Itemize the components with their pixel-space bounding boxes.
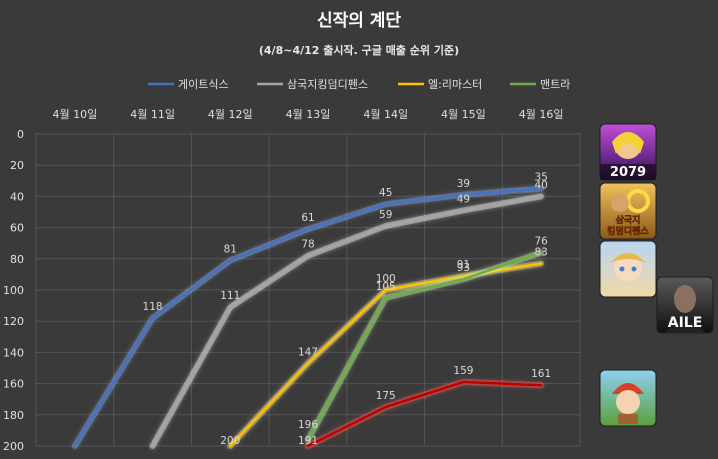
icon-text: 2079 [610, 165, 646, 180]
data-label: 81 [224, 243, 237, 255]
icon-text: AILE [668, 315, 703, 331]
chart-subtitle: (4/8~4/12 출시작. 구글 매출 순위 기준) [259, 43, 459, 57]
data-label: 191 [298, 435, 318, 447]
data-label: 200 [220, 435, 240, 447]
y-tick-label: 80 [10, 253, 24, 266]
y-tick-label: 100 [3, 284, 24, 297]
data-label: 175 [376, 390, 396, 402]
series-line [306, 380, 543, 448]
data-label: 118 [143, 301, 163, 313]
data-label: 93 [457, 262, 470, 274]
data-label: 196 [298, 419, 318, 431]
data-label: 40 [534, 179, 547, 191]
y-tick-label: 60 [10, 222, 24, 235]
gatesix-app-icon: 2079 [599, 123, 657, 181]
legend-label: 맨트라 [540, 78, 570, 91]
data-label: 59 [379, 209, 392, 221]
data-label: 161 [531, 368, 551, 380]
x-tick-label: 4월 14일 [363, 107, 408, 121]
legend: 게이트식스 삼국지킹덤디펜스 엘:리마스터 맨트라 [148, 78, 570, 91]
x-tick-label: 4월 11일 [130, 107, 175, 121]
grid-lines [35, 133, 581, 447]
chart-title: 신작의 계단 [317, 11, 401, 31]
icon-text: 삼국지 [616, 214, 641, 226]
y-tick-label: 40 [10, 190, 24, 203]
data-label: 39 [457, 178, 470, 190]
y-tick-label: 160 [3, 378, 24, 391]
x-tick-label: 4월 15일 [441, 107, 486, 121]
data-label: 100 [376, 273, 396, 285]
data-label: 45 [379, 187, 392, 199]
series-line [306, 251, 543, 442]
data-label: 61 [301, 212, 314, 224]
data-label: 91 [457, 259, 470, 271]
x-axis-ticks: 4월 10일 4월 11일 4월 12일 4월 13일 4월 14일 4월 15일 4월 1… [52, 107, 563, 121]
legend-label: 엘:리마스터 [428, 78, 482, 91]
data-label: 147 [298, 346, 318, 358]
y-tick-label: 180 [3, 409, 24, 422]
data-label: 49 [457, 193, 470, 205]
data-label: 76 [534, 236, 548, 248]
legend-label: 삼국지킹덤디펜스 [287, 78, 368, 91]
el-remaster-app-icon [599, 240, 657, 298]
data-label: 105 [376, 281, 396, 293]
legend-label: 게이트식스 [178, 78, 229, 91]
y-tick-label: 200 [3, 440, 24, 453]
samgukji-app-icon: 삼국지킹덤디펜스 [599, 182, 657, 240]
data-label: 83 [534, 246, 547, 258]
y-tick-label: 0 [17, 128, 24, 141]
y-tick-label: 20 [10, 159, 24, 172]
y-tick-label: 120 [3, 315, 24, 328]
series-line [151, 195, 543, 448]
data-label: 35 [534, 172, 547, 184]
data-label: 78 [301, 239, 314, 251]
x-tick-label: 4월 16일 [519, 107, 564, 121]
red-series-app-icon [599, 369, 657, 427]
app-icons: 2079 삼국지킹덤디펜스 AILE [599, 123, 714, 427]
data-label: 111 [220, 290, 240, 302]
y-axis-ticks: 0 20 40 60 80 100 120 140 160 180 200 [3, 128, 24, 453]
series-line [73, 187, 543, 448]
data-labels: 118 81 61 45 39 35 111 78 59 49 40 200 147 100 91 83 196… [143, 172, 552, 447]
mantra-app-icon: AILE [656, 276, 714, 334]
series-lines [71, 185, 545, 449]
icon-text: 킹덤디펜스 [607, 225, 649, 237]
x-tick-label: 4월 12일 [208, 107, 253, 121]
x-tick-label: 4월 13일 [286, 107, 331, 121]
data-label: 159 [453, 365, 473, 377]
y-tick-label: 140 [3, 346, 24, 359]
x-tick-label: 4월 10일 [52, 107, 97, 121]
